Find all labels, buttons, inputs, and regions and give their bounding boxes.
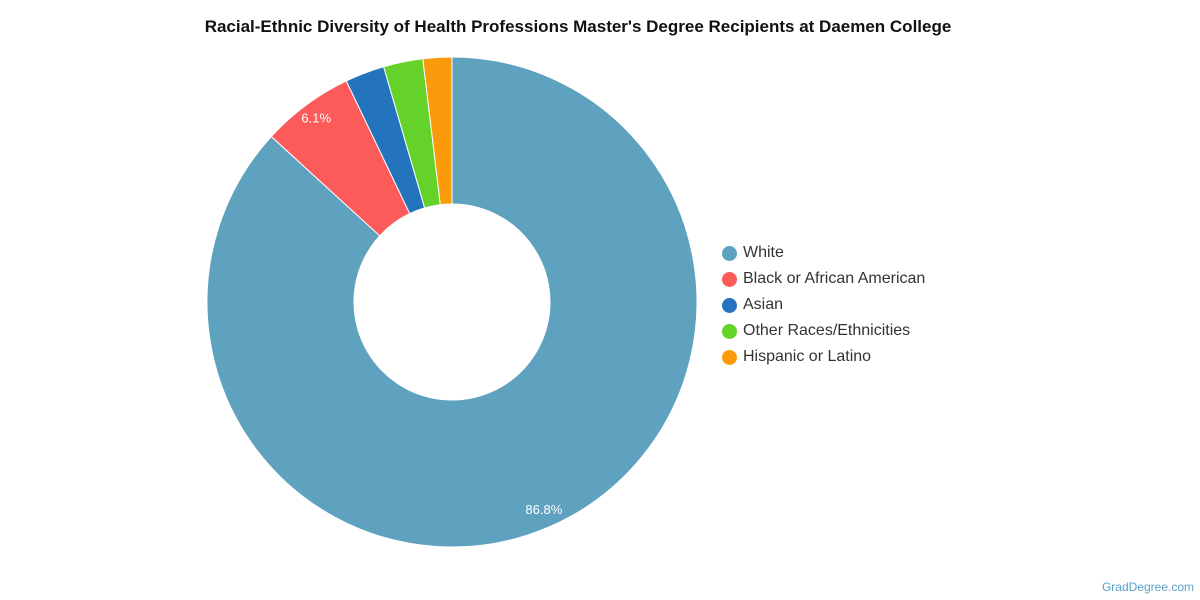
legend-label: Hispanic or Latino <box>743 348 872 365</box>
legend-swatch <box>722 349 737 365</box>
legend-label: Black or African American <box>743 270 926 287</box>
legend-item-white[interactable]: White <box>722 240 925 266</box>
data-label-white: 86.8% <box>525 502 562 517</box>
legend-label: White <box>743 244 784 261</box>
chart-legend: White Black or African American Asian Other… <box>722 240 925 370</box>
legend-swatch <box>722 323 737 339</box>
legend-swatch <box>722 245 737 261</box>
legend-label: Asian <box>743 296 784 313</box>
chart-title: Racial-Ethnic Diversity of Health Profes… <box>204 17 952 36</box>
legend-swatch <box>722 297 737 313</box>
slice-white[interactable] <box>206 56 698 548</box>
legend-item-hispanic-or-latino[interactable]: Hispanic or Latino <box>722 344 925 370</box>
slice-hispanic-or-latino[interactable] <box>422 56 453 206</box>
legend-item-black-or-african-american[interactable]: Black or African American <box>722 266 925 292</box>
source-credit[interactable]: GradDegree.com <box>1101 580 1194 594</box>
legend-item-asian[interactable]: Asian <box>722 292 925 318</box>
data-label-black-or-african-american: 6.1% <box>301 110 331 125</box>
legend-item-other-races-ethnicities[interactable]: Other Races/Ethnicities <box>722 318 925 344</box>
legend-label: Other Races/Ethnicities <box>743 322 911 339</box>
legend-swatch <box>722 271 737 287</box>
